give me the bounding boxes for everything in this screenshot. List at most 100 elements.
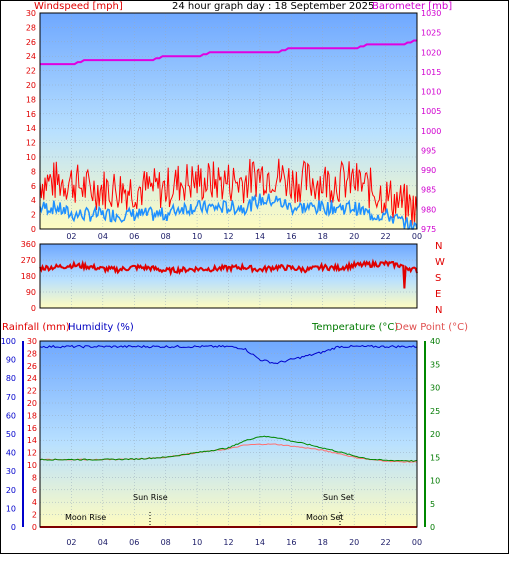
sun-set-label: Sun Set: [323, 493, 354, 502]
temperature-y-tick-label: 35: [430, 360, 440, 369]
temp-x-tick-label: 14: [255, 538, 265, 547]
temp-x-tick-label: 20: [349, 538, 359, 547]
wind-y-tick-label: 26: [26, 38, 36, 47]
temp-x-tick-label: 06: [129, 538, 139, 547]
rainfall-axis-title: Rainfall (mm): [2, 322, 70, 333]
temperature-y-tick-label: 20: [430, 430, 440, 439]
temperature-y-tick-label: 30: [430, 384, 440, 393]
moon-set-label: Moon Set: [306, 513, 343, 522]
temperature-y-tick-label: 15: [430, 453, 440, 462]
compass-label: S: [435, 273, 441, 284]
direction-y-tick-label: 0: [31, 304, 36, 313]
wind-y-tick-label: 24: [26, 52, 36, 61]
wind-y-tick-label: 0: [31, 225, 36, 234]
compass-label: W: [435, 257, 445, 268]
baro-y-tick-label: 1025: [421, 29, 441, 38]
wind-x-tick-label: 12: [223, 232, 233, 241]
rainfall-y-tick-label: 28: [27, 349, 37, 358]
humidity-y-tick-label: 60: [6, 411, 16, 420]
temperature-y-ticks: 0 5 10 15 20 25 30 35 40: [430, 337, 440, 532]
wind-x-tick-label: 06: [129, 232, 139, 241]
wind-y-tick-label: 14: [26, 124, 36, 133]
wind-x-tick-label: 20: [349, 232, 359, 241]
baro-y-tick-label: 1005: [421, 107, 441, 116]
wind-x-tick-label: 10: [192, 232, 202, 241]
wind-y-tick-label: 30: [26, 9, 36, 18]
wind-gust-line: [39, 158, 418, 226]
wind-x-tick-label: 16: [286, 232, 296, 241]
humidity-y-tick-label: 40: [6, 449, 16, 458]
temp-x-tick-label: 08: [161, 538, 171, 547]
direction-y-tick-label: 180: [21, 272, 36, 281]
rainfall-y-tick-label: 22: [27, 387, 37, 396]
temp-x-tick-label: 04: [98, 538, 108, 547]
temp-x-ticks: 02 04 06 08 10 12 14 16 18 20 22 00: [66, 538, 422, 547]
wind-y-tick-label: 10: [26, 153, 36, 162]
baro-y-tick-label: 990: [421, 166, 436, 175]
rainfall-y-tick-label: 8: [32, 473, 37, 482]
wind-x-tick-label: 02: [66, 232, 76, 241]
rainfall-y-tick-label: 14: [27, 436, 37, 445]
temperature-line: [39, 435, 418, 462]
wind-y-tick-label: 20: [26, 81, 36, 90]
dew-point-axis-title: Dew Point (°C): [395, 322, 468, 333]
wind-y-tick-label: 4: [31, 196, 36, 205]
temp-x-tick-label: 12: [223, 538, 233, 547]
rainfall-y-tick-label: 12: [27, 449, 37, 458]
baro-y-tick-label: 1000: [421, 127, 441, 136]
temperature-y-tick-label: 25: [430, 407, 440, 416]
wind-y-tick-label: 18: [26, 95, 36, 104]
wind-y-tick-label: 8: [31, 167, 36, 176]
wind-x-tick-label: 14: [255, 232, 265, 241]
baro-y-tick-label: 980: [421, 205, 436, 214]
wind-x-tick-label: 08: [161, 232, 171, 241]
wind-y-tick-label: 2: [31, 211, 36, 220]
humidity-axis-title: Humidity (%): [68, 322, 134, 333]
baro-y-tick-label: 985: [421, 186, 436, 195]
direction-y-tick-label: 90: [26, 288, 36, 297]
direction-y-ticks: 0 90 180 270 360: [21, 240, 36, 313]
humidity-y-tick-label: 100: [1, 337, 16, 346]
humidity-y-tick-label: 80: [6, 374, 16, 383]
wind-x-tick-label: 22: [380, 232, 390, 241]
baro-y-tick-label: 1010: [421, 88, 441, 97]
temp-x-tick-label: 00: [412, 538, 422, 547]
wind-axis-title: Windspeed [mph]: [34, 1, 123, 12]
wind-x-tick-label: 18: [318, 232, 328, 241]
humidity-y-ticks: 0 10 20 30 40 50 60 70 80 90 100: [1, 337, 16, 532]
wind-direction-line: [39, 258, 418, 289]
moon-rise-label: Moon Rise: [65, 513, 106, 522]
wind-x-ticks: 02 04 06 08 10 12 14 16 18 20 22 00: [66, 232, 422, 241]
humidity-y-tick-label: 20: [6, 486, 16, 495]
baro-y-tick-label: 995: [421, 146, 436, 155]
humidity-line: [39, 344, 418, 365]
wind-x-tick-label: 00: [412, 232, 422, 241]
baro-y-tick-label: 1020: [421, 48, 441, 57]
wind-y-tick-label: 22: [26, 67, 36, 76]
rainfall-y-tick-label: 6: [32, 486, 37, 495]
wind-y-tick-label: 12: [26, 139, 36, 148]
wind-average-line: [39, 193, 418, 230]
compass-label: N: [435, 241, 442, 252]
temperature-y-tick-label: 5: [430, 500, 435, 509]
compass-label: N: [435, 305, 442, 316]
direction-y-tick-label: 270: [21, 256, 36, 265]
rainfall-y-tick-label: 10: [27, 461, 37, 470]
humidity-y-tick-label: 70: [6, 393, 16, 402]
temperature-y-tick-label: 10: [430, 477, 440, 486]
baro-y-tick-label: 1030: [421, 9, 441, 18]
direction-plot-border: [39, 243, 418, 309]
rainfall-y-tick-label: 2: [32, 511, 37, 520]
wind-y-tick-label: 16: [26, 110, 36, 119]
wind-plot-border: [39, 12, 418, 230]
barometer-line: [40, 39, 417, 66]
humidity-y-tick-label: 30: [6, 467, 16, 476]
humidity-y-tick-label: 0: [11, 523, 16, 532]
humidity-y-tick-label: 90: [6, 356, 16, 365]
